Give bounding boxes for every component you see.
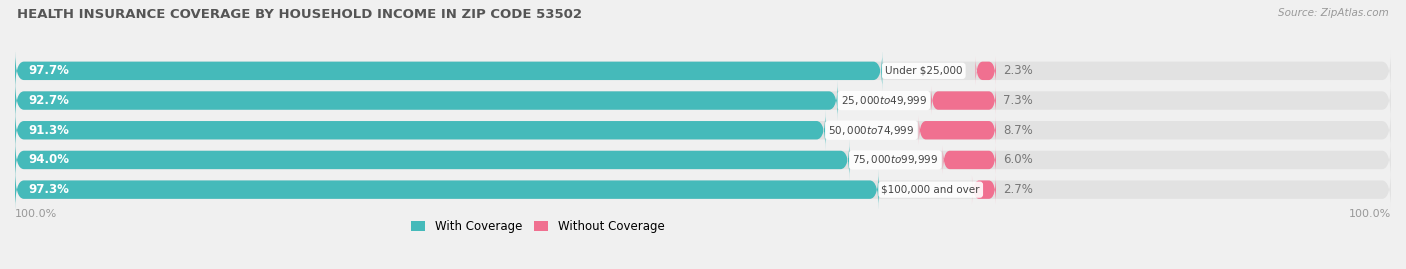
FancyBboxPatch shape [15, 169, 879, 210]
Text: 100.0%: 100.0% [1348, 209, 1391, 219]
FancyBboxPatch shape [931, 86, 995, 115]
Legend: With Coverage, Without Coverage: With Coverage, Without Coverage [406, 215, 669, 238]
Text: $50,000 to $74,999: $50,000 to $74,999 [828, 124, 914, 137]
FancyBboxPatch shape [15, 50, 883, 91]
Text: 2.3%: 2.3% [1002, 64, 1033, 77]
Text: 6.0%: 6.0% [1002, 153, 1033, 167]
Text: Source: ZipAtlas.com: Source: ZipAtlas.com [1278, 8, 1389, 18]
Text: 8.7%: 8.7% [1002, 124, 1033, 137]
FancyBboxPatch shape [15, 110, 1391, 151]
FancyBboxPatch shape [15, 80, 838, 121]
Text: 94.0%: 94.0% [28, 153, 69, 167]
FancyBboxPatch shape [15, 139, 849, 180]
Text: $100,000 and over: $100,000 and over [882, 185, 980, 195]
FancyBboxPatch shape [15, 139, 1391, 180]
Text: 100.0%: 100.0% [15, 209, 58, 219]
FancyBboxPatch shape [15, 169, 1391, 210]
Text: 92.7%: 92.7% [28, 94, 69, 107]
Text: HEALTH INSURANCE COVERAGE BY HOUSEHOLD INCOME IN ZIP CODE 53502: HEALTH INSURANCE COVERAGE BY HOUSEHOLD I… [17, 8, 582, 21]
Text: Under $25,000: Under $25,000 [884, 66, 963, 76]
FancyBboxPatch shape [15, 110, 825, 151]
Text: 97.7%: 97.7% [28, 64, 69, 77]
Text: 2.7%: 2.7% [1002, 183, 1033, 196]
FancyBboxPatch shape [15, 80, 1391, 121]
FancyBboxPatch shape [942, 145, 995, 175]
FancyBboxPatch shape [976, 56, 995, 85]
FancyBboxPatch shape [918, 116, 995, 145]
Text: $75,000 to $99,999: $75,000 to $99,999 [852, 153, 938, 167]
Text: 7.3%: 7.3% [1002, 94, 1033, 107]
Text: $25,000 to $49,999: $25,000 to $49,999 [841, 94, 927, 107]
Text: 97.3%: 97.3% [28, 183, 69, 196]
FancyBboxPatch shape [972, 175, 995, 204]
FancyBboxPatch shape [15, 50, 1391, 91]
Text: 91.3%: 91.3% [28, 124, 69, 137]
